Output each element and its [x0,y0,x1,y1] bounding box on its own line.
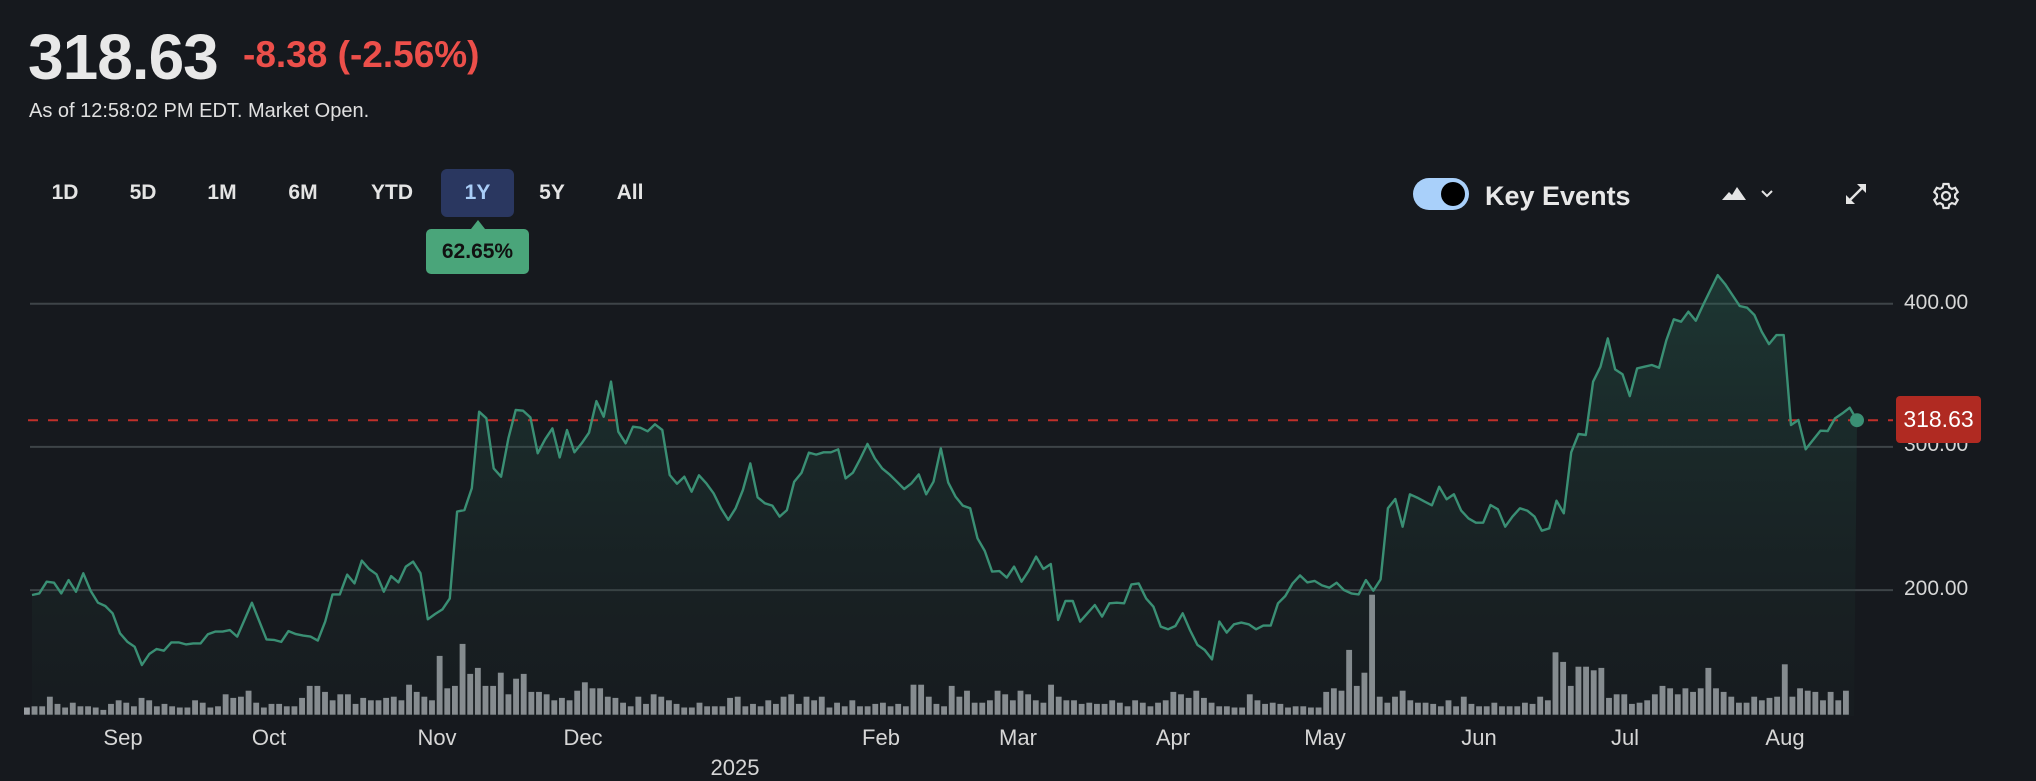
gear-icon [1932,182,1960,210]
range-tab-1y[interactable]: 1Y [441,169,514,217]
x-tick-jul: Jul [1610,725,1640,750]
price-area-fill [32,275,1857,716]
current-price-dot [1850,413,1864,428]
x-tick-mar: Mar [999,725,1037,750]
settings-button[interactable] [1931,181,1961,211]
range-tab-6m[interactable]: 6M [288,181,318,204]
range-tab-5d[interactable]: 5D [129,181,157,204]
mountain-area-icon [1722,187,1773,200]
key-events-label[interactable]: Key Events [1485,181,1631,211]
y-tick-400: 400.00 [1904,291,1969,314]
change-percent: (-2.56%) [337,34,480,75]
chart-type-dropdown[interactable] [1718,180,1780,206]
volume-bar [24,707,30,715]
range-tab-1d[interactable]: 1D [51,181,79,204]
expand-arrows-icon [1846,184,1866,204]
x-tick-may: May [1304,725,1346,750]
range-return-badge: 62.65% [426,220,529,274]
x-tick-aug: Aug [1765,725,1805,750]
price-change: -8.38 (-2.56%) [243,33,480,77]
toggle-knob [1441,182,1465,206]
current-price: 318.63 [28,21,219,93]
x-tick-oct: Oct [251,725,287,750]
expand-button[interactable] [1843,181,1869,207]
range-tab-ytd[interactable]: YTD [371,181,413,204]
current-price-label: 318.63 [1896,396,1981,443]
price-line [31,273,1859,667]
x-tick-nov: Nov [417,725,457,750]
x-year-label: 2025 [710,755,760,780]
change-amount: -8.38 [243,34,328,75]
range-tab-1m[interactable]: 1M [207,181,237,204]
range-tab-5y[interactable]: 5Y [539,181,565,204]
y-tick-200: 200.00 [1904,577,1969,600]
quote-timestamp: As of 12:58:02 PM EDT. Market Open. [29,100,370,122]
x-tick-apr: Apr [1155,725,1191,750]
x-tick-jun: Jun [1461,725,1497,750]
x-tick-dec: Dec [563,725,603,750]
x-tick-sep: Sep [103,725,143,750]
x-tick-feb: Feb [862,725,900,750]
range-tab-all[interactable]: All [616,181,644,204]
key-events-toggle[interactable] [1413,178,1469,210]
